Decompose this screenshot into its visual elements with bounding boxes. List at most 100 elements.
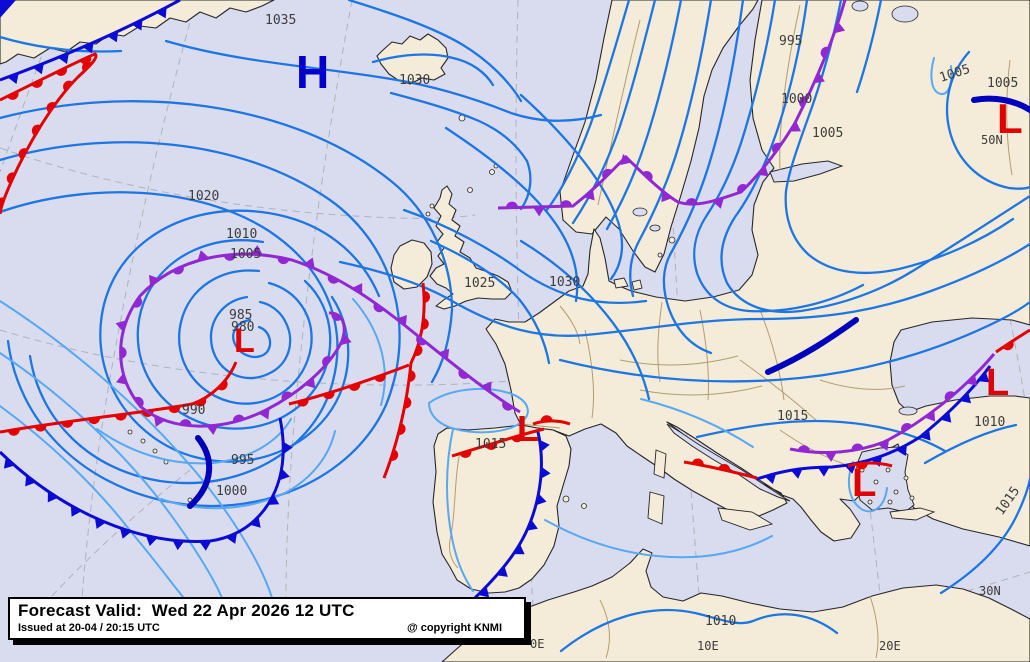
occluded-front-pip [149, 274, 160, 287]
warm-front-pip [61, 420, 74, 428]
isobar [945, 50, 1030, 190]
pressure-label: 1035 [265, 13, 296, 28]
cold-front-pip [526, 519, 538, 531]
occluded-front-pip [206, 425, 219, 436]
land-greenland [0, 0, 275, 65]
isobar [784, 0, 1015, 275]
land-north-africa [441, 548, 1030, 662]
isobar [695, 419, 947, 453]
cold-front-pip [896, 444, 907, 456]
warm-front-pip [390, 449, 399, 461]
isobar [96, 418, 292, 465]
occluded-front-pip [352, 283, 363, 295]
pressure-label: 1020 [188, 189, 219, 204]
cold-front-pip [32, 63, 44, 75]
isobar [389, 91, 532, 211]
isobar [429, 239, 551, 365]
lake [851, 0, 869, 12]
country-border [639, 385, 763, 396]
low-pressure-center: L [852, 461, 876, 505]
occluded-front-pip [322, 356, 332, 367]
warm-front-pip [6, 172, 16, 184]
warm-front-pip [348, 382, 361, 391]
trough-line [971, 95, 1030, 113]
isobar [519, 93, 624, 281]
warm-front-pip [296, 398, 309, 407]
island [581, 503, 587, 509]
pressure-label: 1030 [549, 275, 580, 290]
island [867, 499, 873, 505]
warm-front [0, 52, 98, 215]
cold-front-pip [817, 466, 830, 477]
sea-adriatic [666, 423, 791, 502]
graticule-label: 0E [530, 637, 544, 651]
cold-front-pip [496, 566, 508, 577]
isobar [930, 57, 953, 95]
isobar [0, 405, 185, 599]
warm-front-pip [414, 344, 423, 357]
island [152, 448, 158, 454]
cold-front-pip [539, 439, 550, 452]
isobar [544, 519, 773, 559]
occluded-front-pip [304, 377, 316, 389]
occluded-front-pip [281, 391, 293, 401]
cold-front-pip [155, 7, 167, 19]
pressure-label: 1010 [705, 614, 736, 629]
country-border [519, 423, 561, 429]
occluded-front-pip [172, 265, 184, 275]
isobar [720, 0, 1030, 314]
warm-front-pip [217, 379, 228, 391]
occluded-front-pip [197, 250, 210, 261]
isobar [371, 53, 495, 87]
land-continental-europe [485, 0, 1030, 547]
island [467, 187, 473, 193]
isobar [847, 461, 888, 513]
occluded-front-pip [416, 335, 427, 346]
country-border [597, 19, 641, 206]
occluded-front-pip [712, 197, 724, 209]
graticule-line [81, 0, 197, 599]
occluded-front-pip [851, 443, 864, 451]
occluded-front-pip [458, 369, 470, 379]
cold-front-pip [790, 468, 803, 479]
cold-front-pip [107, 31, 119, 43]
isobar [923, 423, 1018, 465]
occluded-front-pip [116, 373, 128, 385]
warm-front-pip [374, 373, 386, 382]
cold-front-pip [940, 411, 952, 423]
pressure-label: 980 [231, 320, 254, 335]
warm-front-pip [322, 391, 335, 400]
occluded-front-pip [944, 391, 956, 402]
pressure-label: 1030 [399, 73, 430, 88]
occluded-front-pip [661, 190, 672, 203]
occluded-front-pip [602, 168, 613, 180]
occluded-front-pip [373, 302, 385, 313]
island [613, 277, 629, 289]
country-border [619, 355, 739, 366]
country-border [779, 429, 845, 465]
warm-front-pip [63, 80, 73, 92]
warm-front-pip [82, 61, 93, 72]
cold-front-pip [535, 493, 547, 506]
isobar [347, 0, 523, 103]
cold-front-pip [94, 517, 106, 529]
pressure-label: 1010 [226, 227, 257, 242]
cold-front-pip [57, 52, 69, 64]
island [873, 479, 879, 485]
pressure-label: 1005 [812, 126, 843, 141]
low-pressure-center: L [517, 408, 539, 449]
island [562, 495, 570, 503]
occluded-front-pip [789, 121, 801, 132]
high-pressure-center: H [296, 46, 329, 98]
isobar [0, 141, 401, 508]
island [893, 489, 899, 495]
warm-front [995, 328, 1030, 354]
cold-front-pip [960, 392, 972, 404]
warm-front-pip [114, 413, 127, 421]
graticule-line [285, 0, 353, 599]
warm-front-pip [423, 290, 431, 303]
country-border [1006, 59, 1013, 176]
cold-front-pip [131, 19, 143, 31]
isobar [160, 430, 336, 510]
